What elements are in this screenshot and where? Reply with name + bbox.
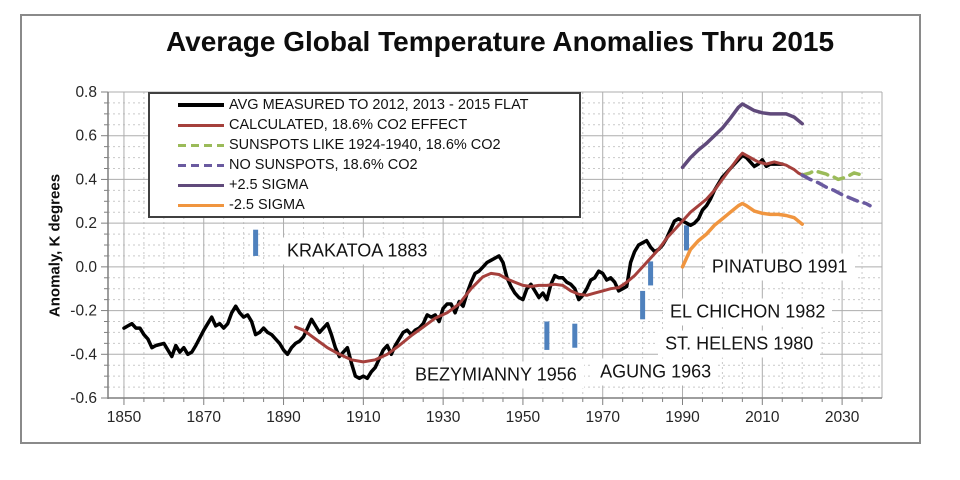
volcano-markers (253, 225, 690, 350)
x-tick-label: 2030 (825, 409, 860, 426)
y-axis-title: Anomaly, K degrees (46, 173, 64, 318)
x-tick-label: 1970 (585, 409, 620, 426)
chart-title: Average Global Temperature Anomalies Thr… (165, 26, 835, 57)
volcano-label: ST. HELENS 1980 (658, 330, 821, 358)
volcano-label: EL CHICHON 1982 (662, 298, 833, 326)
y-tick-label: -0.6 (70, 390, 97, 407)
x-tick-label: 1910 (346, 409, 381, 426)
volcano-marker (253, 229, 259, 256)
y-tick-label: 0.6 (75, 128, 97, 145)
series-line-1 (294, 151, 804, 364)
volcano-marker (684, 225, 690, 251)
legend-item: +2.5 SIGMA (178, 176, 579, 194)
y-tick-label: 0.4 (75, 171, 97, 188)
volcano-marker (640, 290, 646, 320)
volcano-label: KRAKATOA 1883 (279, 237, 435, 265)
series-line-5 (680, 201, 804, 269)
legend-item: -2.5 SIGMA (178, 196, 579, 214)
legend-label: NO SUNSPOTS, 18.6% CO2 (229, 157, 418, 173)
legend-item: SUNSPOTS LIKE 1924-1940, 18.6% CO2 (178, 136, 579, 154)
series-line-2 (800, 168, 864, 182)
legend-line-swatch (178, 183, 224, 187)
y-tick-label: 0.2 (75, 215, 97, 232)
data-series (122, 102, 872, 381)
volcano-label: BEZYMIANNY 1956 (408, 361, 584, 389)
series-line-4 (680, 102, 804, 170)
legend-label: -2.5 SIGMA (229, 197, 305, 213)
volcano-marker (544, 321, 550, 350)
x-tick-label: 2010 (745, 409, 780, 426)
x-tick-label: 1950 (506, 409, 541, 426)
y-tick-label: 0.8 (75, 84, 97, 101)
legend-item: AVG MEASURED TO 2012, 2013 - 2015 FLAT (178, 96, 579, 114)
legend-item: CALCULATED, 18.6% CO2 EFFECT (178, 116, 579, 134)
legend-label: AVG MEASURED TO 2012, 2013 - 2015 FLAT (229, 97, 529, 113)
axes (101, 91, 882, 405)
volcano-label: AGUNG 1963 (593, 358, 719, 386)
volcano-label: PINATUBO 1991 (704, 253, 855, 281)
y-tick-labels: 0.8 0.6 0.4 0.2 0.0 -0.2 -0.4 -0.6 (70, 84, 97, 407)
series-line-3 (800, 173, 872, 208)
x-tick-labels: 1850 1870 1890 1910 1930 1950 1970 1990 2010 2030 (107, 409, 860, 426)
x-tick-label: 1930 (426, 409, 461, 426)
legend-label: CALCULATED, 18.6% CO2 EFFECT (229, 117, 468, 133)
x-tick-label: 1890 (266, 409, 301, 426)
legend-label: SUNSPOTS LIKE 1924-1940, 18.6% CO2 (229, 137, 501, 153)
legend-item: NO SUNSPOTS, 18.6% CO2 (178, 156, 579, 174)
x-tick-label: 1870 (187, 409, 222, 426)
y-tick-label: -0.2 (70, 303, 97, 320)
y-tick-label: 0.0 (75, 259, 97, 276)
legend-line-swatch (178, 163, 224, 167)
legend-line-swatch (178, 123, 224, 127)
x-tick-label: 1990 (665, 409, 700, 426)
x-tick-label: 1850 (107, 409, 142, 426)
legend-line-swatch (178, 143, 224, 147)
legend-line-swatch (178, 103, 224, 107)
y-tick-label: -0.4 (70, 346, 97, 363)
volcano-marker (648, 261, 654, 286)
legend-label: +2.5 SIGMA (229, 177, 309, 193)
legend-line-swatch (178, 203, 224, 207)
volcano-marker (572, 323, 578, 348)
legend-box: AVG MEASURED TO 2012, 2013 - 2015 FLAT CA… (148, 92, 581, 218)
